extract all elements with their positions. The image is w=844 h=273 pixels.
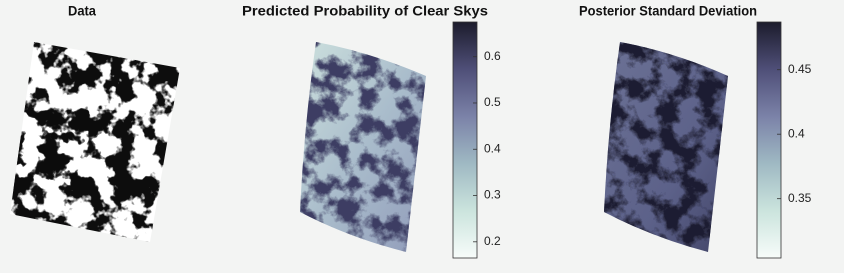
colorbar-tick-label: 0.6 xyxy=(484,49,501,63)
colorbar-tick-label: 0.45 xyxy=(788,62,812,76)
panel-title: Data xyxy=(68,3,96,19)
colorbar-tick-label: 0.4 xyxy=(788,126,805,140)
panel: Data xyxy=(10,3,180,242)
panel: Posterior Standard Deviation xyxy=(579,3,757,252)
std-image xyxy=(604,42,728,252)
colorbar-tick-label: 0.2 xyxy=(484,234,501,248)
data-image xyxy=(10,42,180,242)
colorbar-fill xyxy=(756,21,782,259)
colorbar: 0.35 0.4 0.45 xyxy=(756,21,812,259)
panel-title: Predicted Probability of Clear Skys xyxy=(242,3,488,19)
colorbar: 0.2 0.3 0.4 0.5 0.6 xyxy=(452,21,501,259)
colorbar-tick-label: 0.35 xyxy=(788,191,812,205)
colorbar-tick-label: 0.4 xyxy=(484,141,501,155)
panel-title: Posterior Standard Deviation xyxy=(579,3,757,19)
panel: Predicted Probability of Clear Skys xyxy=(242,3,488,252)
probability-image xyxy=(300,42,426,252)
colorbar-tick-label: 0.3 xyxy=(484,188,501,202)
colorbar-fill xyxy=(452,21,478,259)
colorbar-tick-label: 0.5 xyxy=(484,95,501,109)
